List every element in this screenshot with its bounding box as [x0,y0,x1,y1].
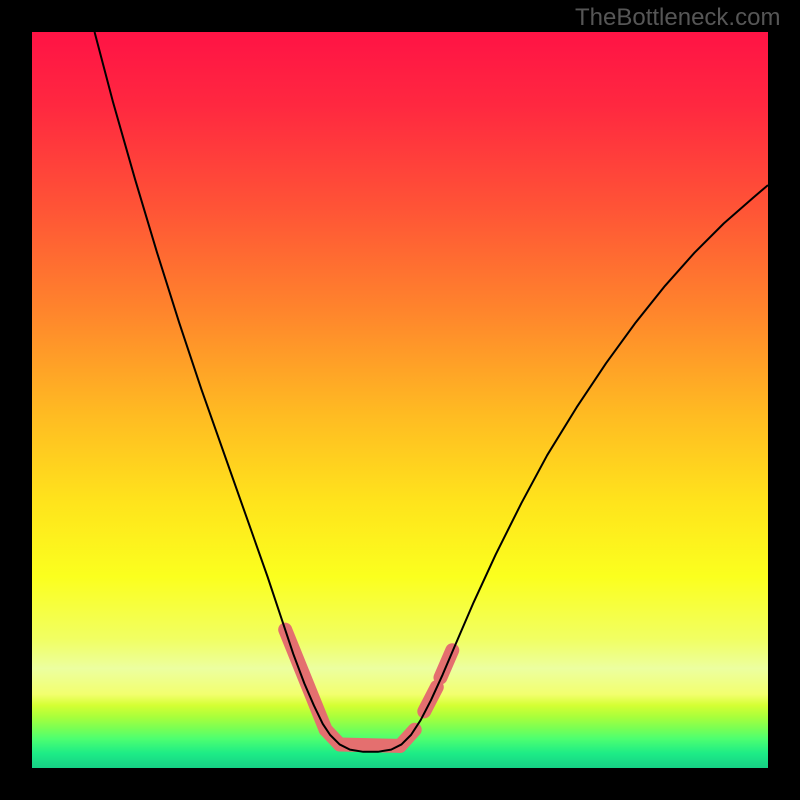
highlight-segment [340,744,400,745]
gradient-background [32,32,768,768]
chart-svg [32,32,768,768]
chart-plot-area [32,32,768,768]
watermark-text: TheBottleneck.com [575,4,780,32]
